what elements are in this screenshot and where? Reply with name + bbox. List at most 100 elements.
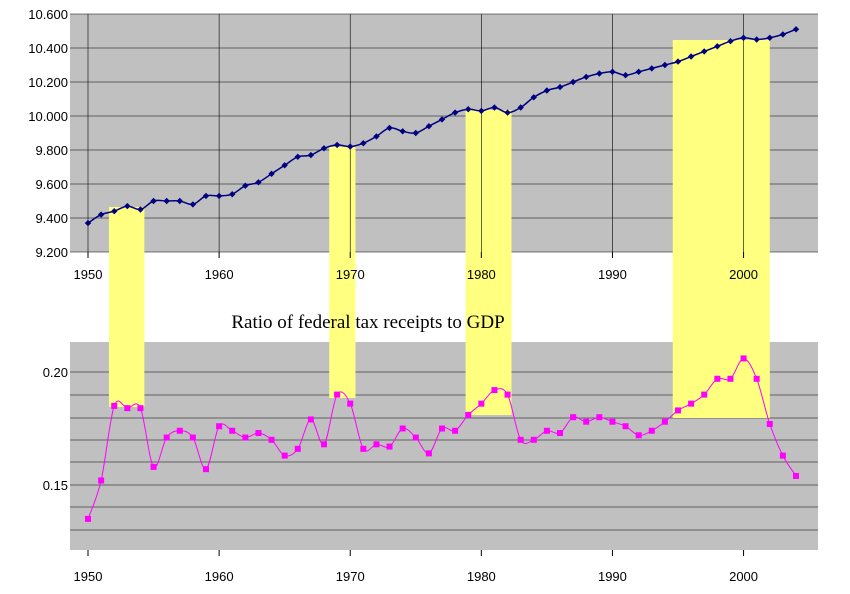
data-point-2 <box>661 418 668 425</box>
data-point-1 <box>242 182 249 189</box>
data-point-2 <box>635 432 642 439</box>
y-tick-label-1: 9.200 <box>35 245 68 260</box>
y-tick-label-1: 10.600 <box>28 7 68 22</box>
data-point-2 <box>714 375 721 382</box>
data-point-1 <box>97 211 105 218</box>
data-point-2 <box>465 411 472 418</box>
data-point-2 <box>111 402 118 409</box>
data-point-2 <box>439 425 445 432</box>
data-point-2 <box>543 427 550 434</box>
data-point-2 <box>557 430 563 437</box>
data-point-1 <box>504 109 511 116</box>
y-tick-label-1: 9.400 <box>35 211 68 226</box>
data-point-2 <box>425 450 432 457</box>
data-point-1 <box>229 191 236 198</box>
data-point-2 <box>583 418 590 425</box>
data-point-2 <box>570 414 577 421</box>
data-point-1 <box>543 87 551 94</box>
x-tick-label-1: 1960 <box>205 267 234 282</box>
data-point-1 <box>569 78 577 86</box>
data-point-1 <box>478 107 485 115</box>
y-tick-label-1: 10.200 <box>28 75 68 90</box>
data-point-2 <box>373 441 380 448</box>
data-point-1 <box>360 140 367 147</box>
data-point-2 <box>779 452 786 459</box>
data-point-2 <box>85 515 91 522</box>
data-point-1 <box>412 129 419 137</box>
data-point-1 <box>294 153 301 160</box>
highlight-band <box>465 110 512 415</box>
data-point-2 <box>321 441 327 448</box>
highlight-band <box>108 207 145 407</box>
y-tick-label-1: 10.000 <box>28 109 68 124</box>
data-point-1 <box>792 26 800 33</box>
data-point-2 <box>124 405 131 412</box>
y-tick-label-1: 10.400 <box>28 41 68 56</box>
data-point-1 <box>674 58 682 65</box>
data-point-2 <box>648 427 655 434</box>
data-point-1 <box>438 116 446 123</box>
data-point-1 <box>687 53 695 60</box>
data-point-2 <box>766 420 773 427</box>
data-point-1 <box>596 70 603 77</box>
data-point-1 <box>530 94 537 101</box>
data-point-2 <box>307 416 314 423</box>
x-tick-label-2: 1960 <box>205 569 234 584</box>
data-point-2 <box>701 391 708 398</box>
data-point-1 <box>648 65 655 72</box>
x-tick-label-1: 2000 <box>729 267 758 282</box>
data-point-1 <box>609 68 616 75</box>
data-point-2 <box>740 355 747 362</box>
data-point-2 <box>452 427 459 434</box>
data-point-2 <box>530 436 537 443</box>
data-point-1 <box>491 104 498 111</box>
data-point-2 <box>255 430 262 437</box>
data-point-1 <box>425 123 433 130</box>
data-point-1 <box>347 143 354 150</box>
data-point-2 <box>478 400 485 407</box>
data-point-1 <box>281 162 288 169</box>
data-point-1 <box>779 31 787 38</box>
data-point-2 <box>294 445 301 452</box>
data-point-2 <box>216 423 223 430</box>
x-tick-label-1: 1980 <box>467 267 496 282</box>
data-point-1 <box>202 192 210 200</box>
data-point-1 <box>517 104 524 111</box>
data-point-1 <box>753 36 760 43</box>
data-point-2 <box>242 434 249 441</box>
data-point-1 <box>701 48 708 55</box>
data-point-1 <box>714 43 721 50</box>
highlight-band <box>329 147 356 398</box>
x-tick-label-2: 1950 <box>74 569 103 584</box>
highlight-band <box>672 40 770 418</box>
data-point-1 <box>124 202 131 210</box>
x-tick-label-2: 1980 <box>467 569 496 584</box>
x-tick-label-1: 1990 <box>598 267 627 282</box>
data-point-1 <box>727 38 734 45</box>
data-point-2 <box>727 375 734 382</box>
data-point-1 <box>307 151 315 159</box>
data-point-2 <box>360 445 367 452</box>
x-tick-label-2: 2000 <box>729 569 758 584</box>
data-point-1 <box>556 83 564 91</box>
data-point-2 <box>622 423 629 430</box>
data-point-2 <box>189 434 196 441</box>
data-point-2 <box>504 391 511 398</box>
data-point-1 <box>215 192 223 200</box>
data-point-2 <box>609 418 616 425</box>
x-tick-label-2: 1970 <box>336 569 365 584</box>
data-point-1 <box>137 206 144 213</box>
chart-title-2: Ratio of federal tax receipts to GDP <box>231 312 504 333</box>
data-point-2 <box>281 452 288 459</box>
data-point-1 <box>465 106 472 113</box>
data-point-1 <box>661 61 669 69</box>
data-point-2 <box>517 436 524 443</box>
data-point-2 <box>347 400 354 407</box>
data-point-1 <box>622 72 629 79</box>
data-point-1 <box>399 128 406 135</box>
data-point-2 <box>137 405 144 412</box>
x-tick-label-2: 1990 <box>598 569 627 584</box>
data-point-2 <box>150 463 157 470</box>
